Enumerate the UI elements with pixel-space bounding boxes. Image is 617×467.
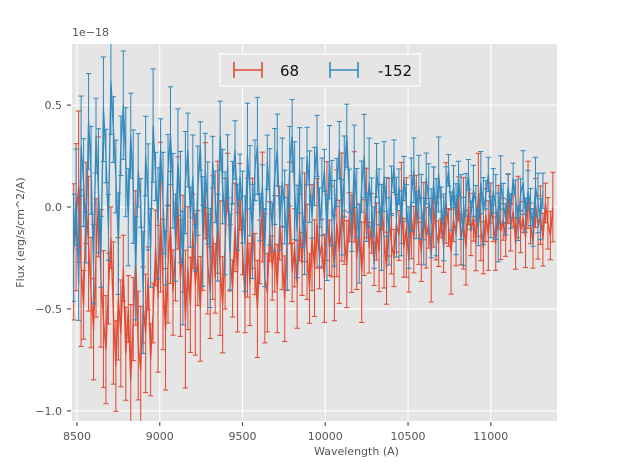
x-tick-label: 10000 [308, 430, 343, 443]
axis-ticks: 8500 9000 9500 10000 10500 11000 0.5 0.0 −0.5 −1.… [35, 99, 508, 443]
legend-item-68[interactable]: 68 [233, 62, 299, 80]
y-tick-label: 0.0 [45, 201, 63, 214]
legend[interactable]: 68 -152 [219, 53, 421, 87]
y-axis-label: Flux (erg/s/cm^2/A) [14, 177, 27, 287]
y-tick-label: 0.5 [45, 99, 63, 112]
series-line [72, 80, 544, 294]
x-tick-label: 11000 [473, 430, 508, 443]
y-axis-offset-label: 1e−18 [72, 26, 109, 39]
y-tick-label: −1.0 [35, 405, 62, 418]
legend-label: 68 [280, 62, 299, 80]
series-line [72, 181, 554, 381]
x-axis-label: Wavelength (A) [314, 445, 399, 458]
y-tick-label: −0.5 [35, 303, 62, 316]
x-tick-label: 9000 [146, 430, 174, 443]
x-tick-label: 9500 [228, 430, 256, 443]
legend-item-152[interactable]: -152 [329, 62, 412, 80]
legend-label: -152 [378, 62, 412, 80]
series-152 [72, 44, 546, 354]
x-tick-label: 8500 [63, 430, 91, 443]
x-tick-label: 10500 [391, 430, 426, 443]
